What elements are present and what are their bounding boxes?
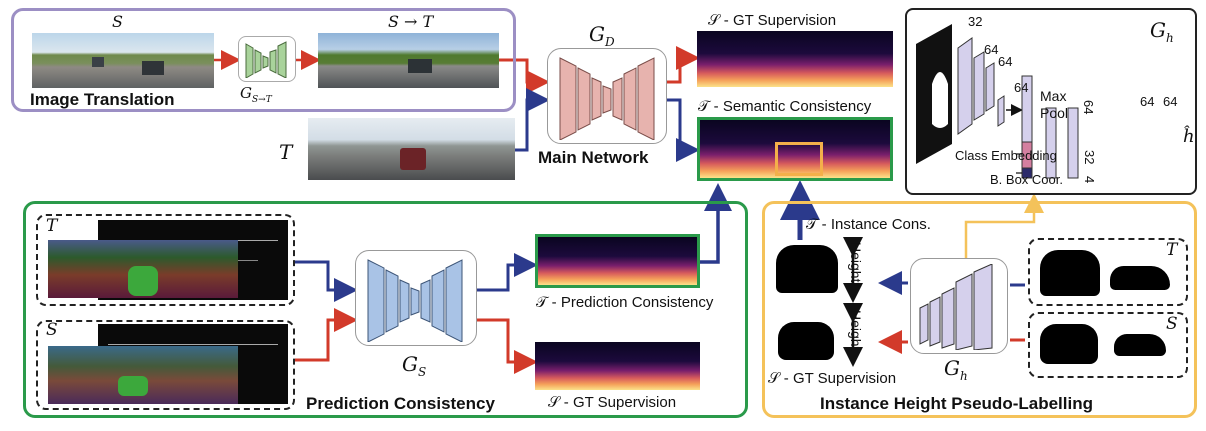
source-mask-shape	[778, 322, 834, 360]
main-semantic-label: 𝒯 - Semantic Consistency	[698, 98, 872, 115]
prediction-consistency-panel	[23, 201, 748, 418]
car-shape	[142, 61, 164, 75]
fc-label-1: 64	[1140, 94, 1155, 109]
target-masks-box	[1028, 238, 1188, 306]
instance-height-label: Instance Height Pseudo-Labelling	[820, 394, 1093, 413]
arrow-prediction-to-semantic	[700, 183, 732, 264]
main-semantic-depth	[697, 117, 893, 181]
main-supervision-label: 𝒮 - GT Supervision	[708, 12, 837, 29]
source-supervision-depth	[535, 342, 700, 390]
arrow-gs-to-source-sup	[477, 318, 538, 374]
target-image	[308, 118, 515, 180]
generator-st-label: GS→T	[240, 84, 272, 105]
source-symbol: S	[112, 12, 123, 31]
box-coord-label: B. Box Coor.	[990, 172, 1063, 187]
car-shape	[128, 266, 158, 296]
source-pair-symbol: S	[46, 320, 58, 340]
vec-main-label: 64	[1081, 100, 1096, 115]
vec-box-label: 4	[1082, 176, 1097, 184]
red-car-shape	[400, 148, 426, 170]
car-shape	[118, 376, 148, 396]
height-network-panel	[905, 8, 1197, 195]
vec-class-label: 32	[1082, 150, 1097, 165]
fc-layer-1	[1045, 107, 1057, 179]
arrow-gs-to-target-pred	[477, 253, 538, 292]
target-prediction-label: 𝒯 - Prediction Consistency	[536, 294, 714, 311]
channel-label-3: 64	[998, 54, 1013, 69]
main-network-icon	[559, 57, 655, 140]
output-h-label: ĥ	[1183, 126, 1195, 147]
arrow-gd-to-semantic	[667, 98, 700, 162]
car-shape	[408, 59, 432, 73]
image-translation-panel	[11, 8, 516, 112]
target-symbol: T	[279, 140, 293, 164]
prediction-consistency-label: Prediction Consistency	[306, 394, 495, 413]
source-masks-box	[1028, 312, 1188, 378]
generator-s-icon	[367, 259, 463, 342]
target-pair-box	[36, 214, 295, 306]
fc-layer-2	[1067, 107, 1079, 179]
gt-supervision-label: 𝒮 - GT Supervision	[768, 370, 897, 387]
target-mask-b	[1110, 266, 1170, 290]
source-masks-symbol: S	[1166, 314, 1178, 334]
instance-generator-icon	[919, 264, 993, 350]
arrow-target-pair-to-gs	[295, 260, 358, 302]
generator-s-label: GS	[402, 352, 427, 379]
height-network-diagram	[916, 24, 1079, 179]
main-network-generator-label: GD	[589, 22, 615, 49]
target-prediction-depth	[535, 234, 700, 288]
instance-height-panel	[762, 201, 1197, 418]
channel-label-2: 64	[984, 42, 999, 57]
target-mask-a	[1040, 250, 1100, 296]
main-supervision-depth	[697, 31, 893, 87]
source-supervision-label: 𝒮 - GT Supervision	[548, 394, 677, 411]
source-pair-box	[36, 320, 295, 410]
link-instance-to-gh	[964, 193, 1044, 258]
translated-symbol: S → T	[388, 12, 434, 31]
target-pair-symbol: T	[46, 216, 58, 236]
source-semantic-image	[48, 346, 238, 404]
class-embedding-label: Class Embedding	[955, 148, 1057, 163]
target-semantic-image	[48, 240, 238, 298]
channel-label-4: 64	[1014, 80, 1029, 95]
target-masks-symbol: T	[1166, 240, 1178, 260]
source-mask-b	[1114, 334, 1166, 356]
generator-st-icon	[245, 41, 287, 78]
instance-cons-label: 𝒯 - Instance Cons.	[806, 216, 931, 233]
height-network-generator-label: Gh	[1150, 18, 1174, 45]
height-label-top: Height	[848, 242, 864, 283]
height-label-bottom: Height	[848, 310, 864, 351]
instance-generator-label: Gh	[944, 356, 968, 383]
channel-label-1: 32	[968, 14, 983, 29]
target-mask-shape	[776, 245, 838, 293]
image-translation-label: Image Translation	[30, 90, 175, 109]
instance-bbox	[775, 142, 823, 176]
arrow-source-pair-to-gs	[295, 308, 358, 362]
source-mask-a	[1040, 324, 1098, 364]
car-shape	[92, 57, 104, 67]
max-pool-label: Max Pool	[1040, 88, 1069, 121]
fc-label-2: 64	[1163, 94, 1178, 109]
translated-image	[318, 33, 499, 88]
source-image	[32, 33, 214, 88]
main-network-label: Main Network	[538, 148, 649, 167]
arrow-gd-to-supervision	[667, 46, 700, 84]
arrow-target-to-gd	[515, 88, 550, 152]
mask-icon	[932, 72, 948, 128]
